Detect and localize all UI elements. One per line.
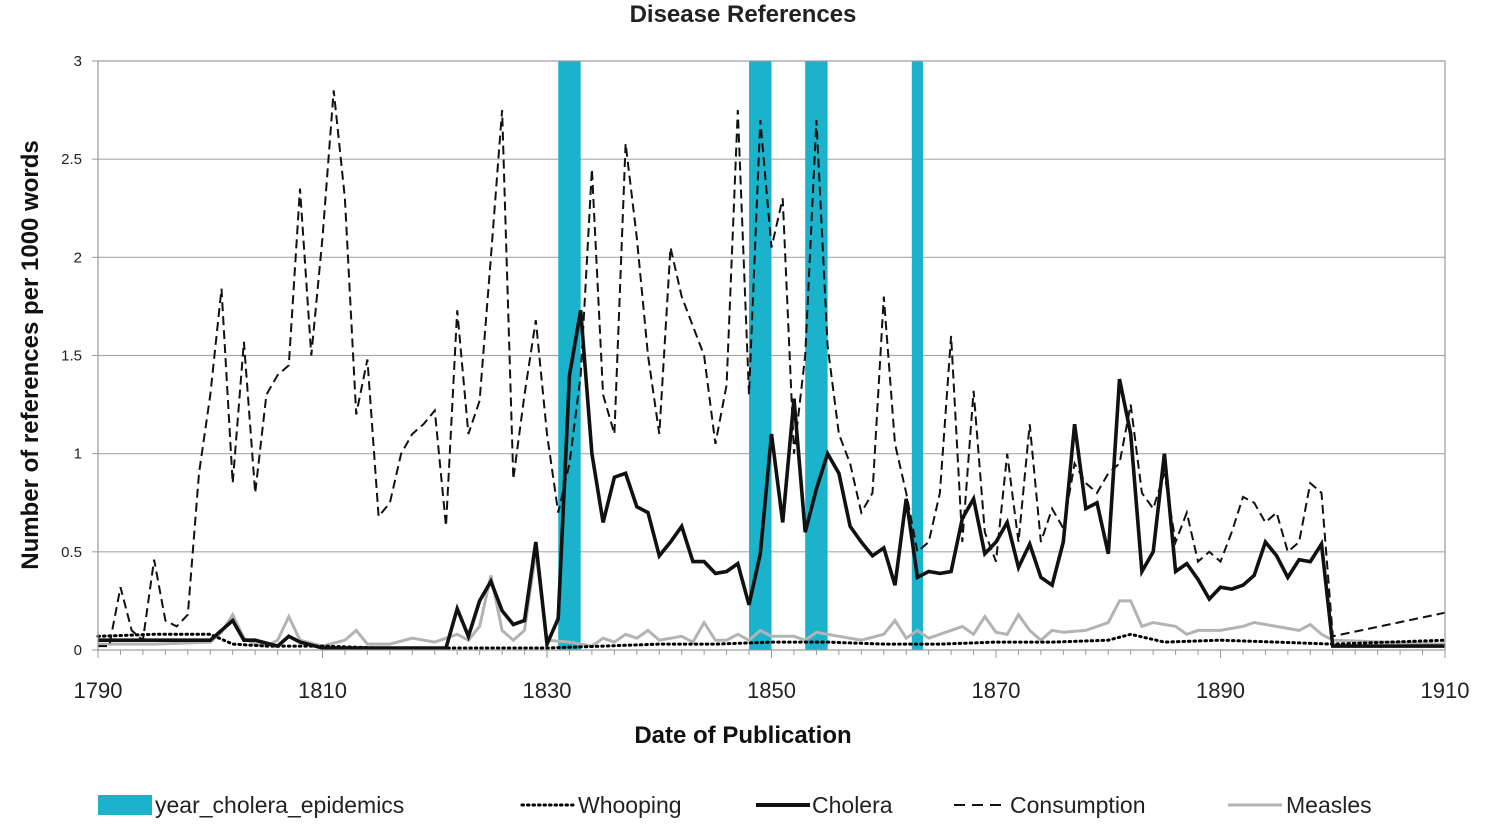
x-tick-label: 1910 [1421, 678, 1470, 703]
x-tick-label: 1810 [298, 678, 347, 703]
legend-swatch-year-cholera-epidemics [98, 795, 152, 815]
y-tick-label: 0 [74, 642, 82, 659]
legend-label-cholera: Cholera [812, 792, 893, 818]
y-tick-label: 1 [74, 446, 82, 463]
y-tick-label: 1.5 [61, 348, 82, 365]
legend-label-measles: Measles [1286, 792, 1372, 818]
x-tick-label: 1890 [1196, 678, 1245, 703]
x-axis-ticks: 1790 1810 1830 1850 1870 1890 1910 [74, 650, 1470, 703]
y-tick-label: 0.5 [61, 544, 82, 561]
x-tick-label: 1830 [523, 678, 572, 703]
y-tick-label: 3 [74, 53, 82, 70]
epidemic-bar-3 [911, 61, 924, 650]
x-tick-label: 1870 [972, 678, 1021, 703]
y-tick-label: 2 [74, 249, 82, 266]
legend: year_cholera_epidemics Whooping Cholera … [98, 792, 1372, 818]
x-axis-title: Date of Publication [634, 722, 851, 749]
x-tick-label: 1790 [74, 678, 123, 703]
y-tick-label: 2.5 [61, 151, 82, 168]
legend-label-year-cholera-epidemics: year_cholera_epidemics [155, 792, 404, 818]
series-line-consumption [98, 90, 1446, 648]
y-axis-title: Number of references per 1000 words [17, 140, 44, 570]
legend-label-consumption: Consumption [1010, 792, 1146, 818]
y-axis-ticks: 0 0.5 1 1.5 2 2.5 3 [61, 53, 98, 659]
epidemic-bar-2 [805, 61, 828, 650]
series-line-cholera [98, 309, 1445, 651]
chart-title: Disease References [630, 1, 857, 28]
legend-label-whooping: Whooping [578, 792, 682, 818]
x-tick-label: 1850 [747, 678, 796, 703]
series-line-measles [98, 551, 1446, 648]
series-lines [96, 90, 1447, 651]
series-line-whooping [96, 632, 1447, 650]
